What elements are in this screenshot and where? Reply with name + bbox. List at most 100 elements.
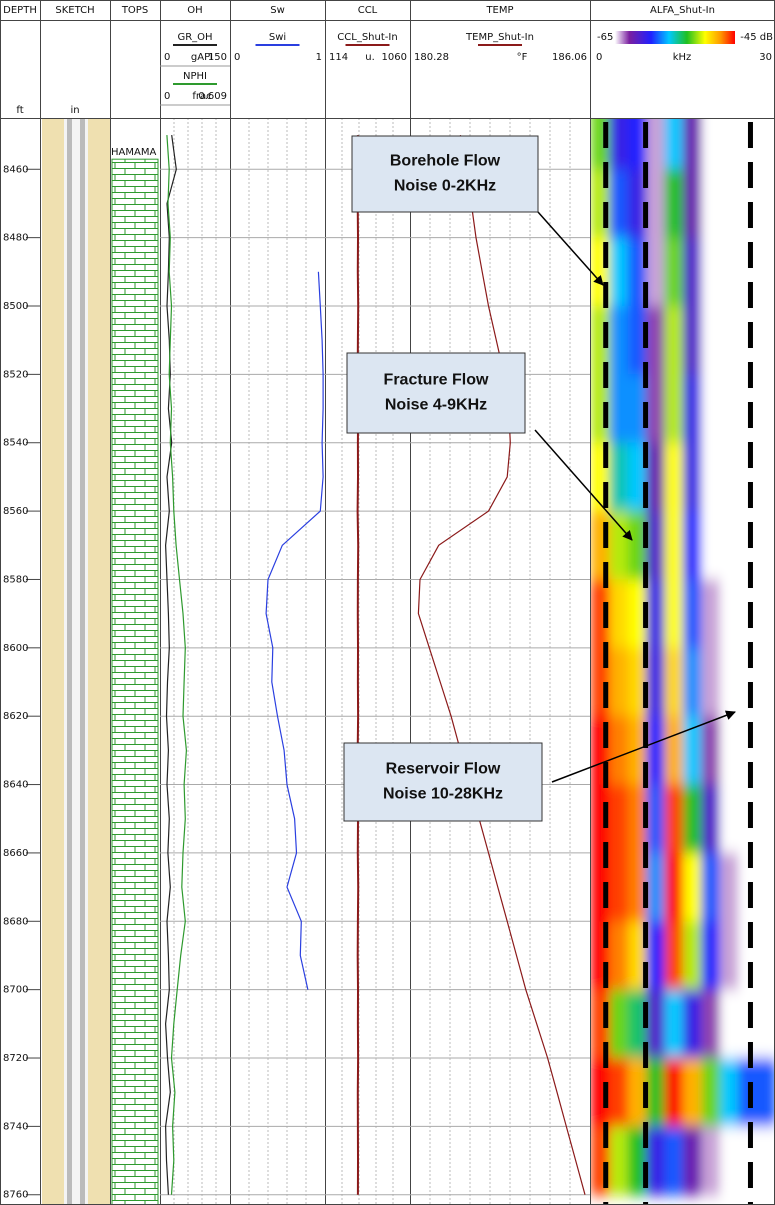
curve-name: NPHI xyxy=(183,71,207,82)
scale-max: 1060 xyxy=(382,52,407,63)
depth-label: 8500 xyxy=(3,301,28,312)
spectrogram-cell xyxy=(701,853,720,922)
spectrogram-cell xyxy=(609,1126,628,1195)
spectrogram-cell xyxy=(757,101,775,170)
spectrogram-cell xyxy=(646,853,665,922)
callout-box xyxy=(344,743,542,821)
scale-max: 1 xyxy=(316,52,322,63)
spectrogram-cell xyxy=(701,716,720,785)
spectrogram-cell xyxy=(683,853,702,922)
spectrogram-cell xyxy=(683,443,702,512)
spectrogram-cell xyxy=(609,374,628,443)
spectrogram-cell xyxy=(720,1058,739,1127)
spectrogram-cell xyxy=(665,101,684,170)
spectrogram-cell xyxy=(609,1058,628,1127)
scale-max: 186.06 xyxy=(552,52,587,63)
spectrogram-cell xyxy=(738,374,757,443)
spectrogram-cell xyxy=(646,1126,665,1195)
spectrogram-cell xyxy=(720,990,739,1059)
spectrogram-cell xyxy=(757,785,775,854)
tubing xyxy=(67,118,72,1205)
spectrogram-cell xyxy=(646,1058,665,1127)
spectrogram-cell xyxy=(609,853,628,922)
spectrogram-cell xyxy=(683,648,702,717)
spectrogram-cell xyxy=(757,853,775,922)
track-title: OH xyxy=(187,5,202,16)
scale-unit: u. xyxy=(365,52,375,63)
scale-min: 0 xyxy=(234,52,240,63)
tubing xyxy=(80,118,85,1205)
depth-unit: ft xyxy=(16,105,23,116)
spectrogram-cell xyxy=(720,921,739,990)
spectrogram-cell xyxy=(609,579,628,648)
spectrogram-cell xyxy=(757,169,775,238)
callout-text: Noise 4-9KHz xyxy=(385,397,487,414)
depth-label: 8520 xyxy=(3,369,28,380)
spectrogram-cell xyxy=(720,169,739,238)
spectrogram-cell xyxy=(646,511,665,580)
spectrogram-cell xyxy=(738,921,757,990)
depth-label: 8560 xyxy=(3,506,28,517)
curve xyxy=(266,272,323,990)
spectrogram-cell xyxy=(683,579,702,648)
spectrogram-cell xyxy=(720,101,739,170)
spectrogram-cell xyxy=(683,101,702,170)
spectrogram-cell xyxy=(720,579,739,648)
spectrogram-cell xyxy=(609,990,628,1059)
spectrogram-cell xyxy=(701,443,720,512)
spectrogram-cell xyxy=(701,511,720,580)
spectrogram-cell xyxy=(757,921,775,990)
freq-max: 30 xyxy=(759,52,772,63)
depth-label: 8700 xyxy=(3,985,28,996)
callout-box xyxy=(352,136,538,212)
track-title: SKETCH xyxy=(55,5,94,16)
depth-label: 8460 xyxy=(3,164,28,175)
spectrogram-cell xyxy=(720,443,739,512)
spectrogram-cell xyxy=(609,785,628,854)
spectrogram-cell xyxy=(683,1058,702,1127)
spectrogram-cell xyxy=(609,169,628,238)
spectrogram-cell xyxy=(609,101,628,170)
spectrogram-cell xyxy=(738,443,757,512)
callout-text: Fracture Flow xyxy=(384,372,489,389)
spectrogram-cell xyxy=(720,306,739,375)
spectrogram-cell xyxy=(646,785,665,854)
spectrogram-cell xyxy=(701,1058,720,1127)
colorbar-min: -65 xyxy=(597,32,613,43)
spectrogram-cell xyxy=(646,306,665,375)
scale-unit: gAPI xyxy=(191,52,213,63)
spectrogram-cell xyxy=(757,306,775,375)
scale-min: 114 xyxy=(329,52,348,63)
scale-unit: frac xyxy=(192,91,211,102)
track-title: DEPTH xyxy=(3,5,37,16)
spectrogram-cell xyxy=(665,374,684,443)
spectrogram-cell xyxy=(665,785,684,854)
spectrogram-cell xyxy=(738,511,757,580)
casing xyxy=(88,118,110,1205)
spectrogram-cell xyxy=(665,238,684,307)
track-title: Sw xyxy=(270,5,285,16)
spectrogram-cell xyxy=(665,1058,684,1127)
spectrogram-cell xyxy=(738,1126,757,1195)
spectrogram-cell xyxy=(646,921,665,990)
spectrogram-cell xyxy=(683,1126,702,1195)
spectrogram-cell xyxy=(683,169,702,238)
track-title: CCL xyxy=(358,5,378,16)
curve xyxy=(167,135,187,1195)
spectrogram-cell xyxy=(720,648,739,717)
spectrogram-cell xyxy=(665,648,684,717)
spectrogram-cell xyxy=(665,853,684,922)
spectrogram-cell xyxy=(701,921,720,990)
spectrogram-cell xyxy=(757,716,775,785)
colorbar-max: -45 dB xyxy=(740,32,773,43)
sketch-unit: in xyxy=(70,105,79,116)
spectrogram-cell xyxy=(757,1126,775,1195)
spectrogram-cell xyxy=(609,443,628,512)
spectrogram-cell xyxy=(646,169,665,238)
track-title: TOPS xyxy=(121,5,148,16)
colorbar xyxy=(615,31,735,44)
spectrogram-cell xyxy=(757,443,775,512)
freq-unit: kHz xyxy=(673,52,692,63)
spectrogram-cell xyxy=(701,990,720,1059)
spectrogram-cell xyxy=(683,921,702,990)
